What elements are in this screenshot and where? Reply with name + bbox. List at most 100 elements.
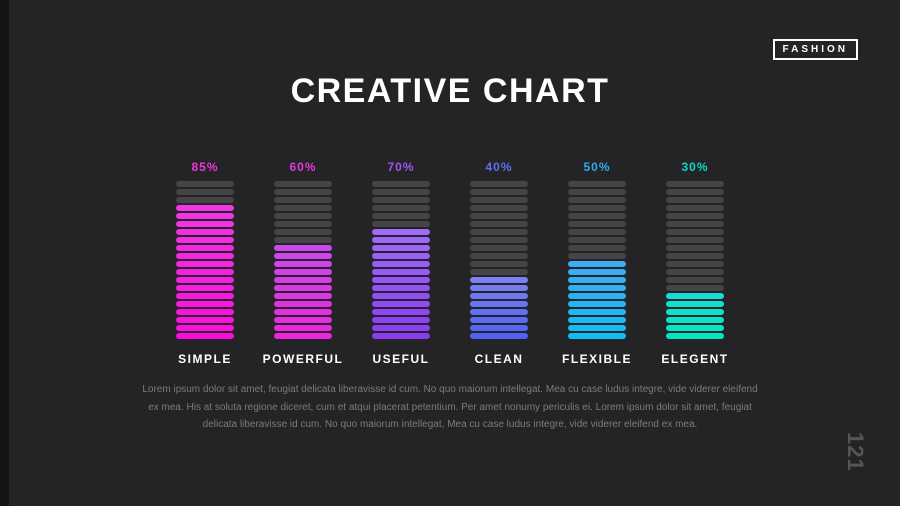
- bar-segment-filled: [470, 285, 528, 291]
- bar-segment-empty: [470, 181, 528, 187]
- bar-segment-empty: [470, 205, 528, 211]
- bar-category-label: ELEGENT: [661, 352, 729, 366]
- bar-segment-filled: [176, 317, 234, 323]
- bar-segment-empty: [568, 189, 626, 195]
- bar-segment-filled: [372, 325, 430, 331]
- bar-segment-filled: [176, 285, 234, 291]
- bar-segment-empty: [372, 197, 430, 203]
- bar-segment-empty: [470, 245, 528, 251]
- bar-segment-filled: [274, 285, 332, 291]
- bar-segment-empty: [274, 221, 332, 227]
- left-edge-strip: [0, 0, 9, 506]
- bar-segment-empty: [666, 205, 724, 211]
- bar-category-label: FLEXIBLE: [562, 352, 633, 366]
- bar-segment-empty: [666, 181, 724, 187]
- bar-value-label: 40%: [485, 160, 513, 174]
- bar-segment-empty: [176, 181, 234, 187]
- bar-segment-filled: [470, 277, 528, 283]
- bar-segment-filled: [372, 333, 430, 339]
- bar-segment-filled: [176, 245, 234, 251]
- bar-segment-filled: [176, 237, 234, 243]
- bar-segment-empty: [666, 189, 724, 195]
- bar-segment-stack: [470, 181, 528, 341]
- bar-segment-filled: [372, 229, 430, 235]
- bar-segment-filled: [372, 269, 430, 275]
- bar-segment-stack: [568, 181, 626, 341]
- bar-segment-filled: [176, 261, 234, 267]
- bar-segment-filled: [470, 325, 528, 331]
- bar-segment-filled: [274, 317, 332, 323]
- bar-segment-empty: [666, 277, 724, 283]
- bar-segment-filled: [274, 277, 332, 283]
- bar-segment-empty: [568, 213, 626, 219]
- bar-value-label: 85%: [191, 160, 219, 174]
- bar-segment-filled: [176, 277, 234, 283]
- bar-segment-filled: [568, 317, 626, 323]
- bar-segment-stack: [176, 181, 234, 341]
- bar-segment-empty: [568, 221, 626, 227]
- bar-segment-empty: [666, 213, 724, 219]
- bar-segment-empty: [274, 181, 332, 187]
- bar-segment-filled: [274, 333, 332, 339]
- bar-segment-filled: [666, 301, 724, 307]
- bar-segment-empty: [470, 261, 528, 267]
- bar-segment-empty: [666, 237, 724, 243]
- bar-segment-empty: [274, 213, 332, 219]
- page-title: CREATIVE CHART: [290, 72, 610, 110]
- bar-segment-empty: [274, 189, 332, 195]
- bar-segment-filled: [568, 333, 626, 339]
- bar-segment-empty: [470, 269, 528, 275]
- bar-column-elegent: 30% ELEGENT: [661, 160, 727, 366]
- bar-segment-empty: [470, 197, 528, 203]
- bar-segment-empty: [568, 205, 626, 211]
- bar-segment-empty: [470, 221, 528, 227]
- bar-segment-filled: [372, 293, 430, 299]
- bar-segment-filled: [274, 245, 332, 251]
- bar-segment-filled: [666, 333, 724, 339]
- bar-segment-filled: [176, 269, 234, 275]
- bar-segment-empty: [568, 197, 626, 203]
- bar-segment-filled: [666, 293, 724, 299]
- bar-segment-empty: [666, 245, 724, 251]
- bar-segment-filled: [470, 301, 528, 307]
- bar-segment-empty: [568, 245, 626, 251]
- bar-segment-stack: [274, 181, 332, 341]
- bar-column-clean: 40% CLEAN: [470, 160, 528, 366]
- bar-segment-empty: [372, 181, 430, 187]
- bar-segment-filled: [568, 301, 626, 307]
- bar-segment-filled: [568, 293, 626, 299]
- bar-segment-empty: [470, 189, 528, 195]
- bar-segment-filled: [176, 301, 234, 307]
- bar-segment-filled: [372, 245, 430, 251]
- bar-segment-filled: [372, 277, 430, 283]
- bar-segment-filled: [666, 309, 724, 315]
- bar-segment-filled: [176, 293, 234, 299]
- bar-column-useful: 70% USEFUL: [372, 160, 430, 366]
- bar-segment-empty: [470, 253, 528, 259]
- body-paragraph: Lorem ipsum dolor sit amet, feugiat deli…: [142, 384, 758, 430]
- bar-segment-filled: [372, 301, 430, 307]
- bar-segment-filled: [274, 269, 332, 275]
- bar-segment-filled: [176, 213, 234, 219]
- bar-segment-empty: [666, 261, 724, 267]
- bar-segment-empty: [666, 229, 724, 235]
- bar-segment-empty: [274, 237, 332, 243]
- bar-segment-filled: [274, 293, 332, 299]
- bar-category-label: POWERFUL: [262, 352, 344, 366]
- bar-segment-filled: [470, 317, 528, 323]
- bar-column-flexible: 50% FLEXIBLE: [562, 160, 631, 366]
- bar-segment-filled: [470, 333, 528, 339]
- bar-column-simple: 85% SIMPLE: [176, 160, 234, 366]
- bar-segment-empty: [176, 189, 234, 195]
- bar-segment-filled: [666, 325, 724, 331]
- bar-segment-filled: [176, 333, 234, 339]
- bar-segment-filled: [568, 269, 626, 275]
- bar-segment-filled: [274, 309, 332, 315]
- bar-segment-filled: [372, 253, 430, 259]
- bar-segment-empty: [470, 237, 528, 243]
- bar-segment-filled: [666, 317, 724, 323]
- bar-chart: 85% SIMPLE 60% POWERFUL 70% USEFUL 40% CLEAN 50%…: [0, 160, 900, 366]
- bar-segment-empty: [470, 213, 528, 219]
- bar-segment-empty: [666, 253, 724, 259]
- bar-category-label: CLEAN: [474, 352, 524, 366]
